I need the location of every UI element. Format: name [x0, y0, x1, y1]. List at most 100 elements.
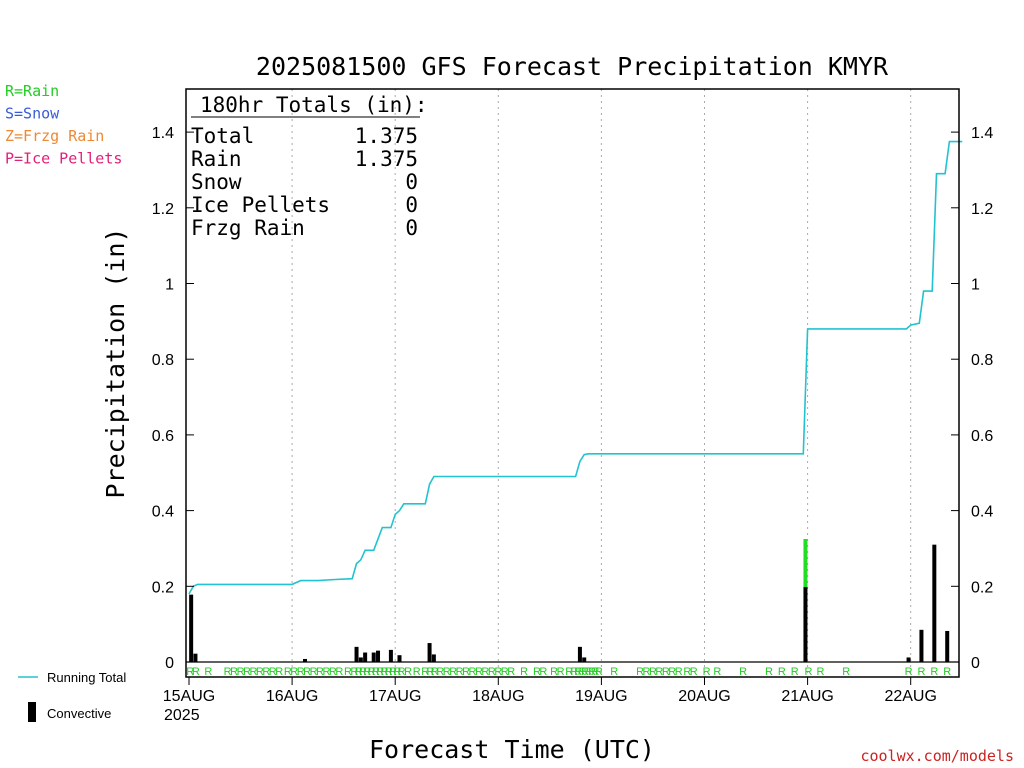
- rain-marker: R: [256, 666, 264, 678]
- rain-marker: R: [804, 666, 812, 678]
- rain-marker: R: [275, 666, 283, 678]
- rain-marker: R: [393, 666, 401, 678]
- rain-marker: R: [262, 666, 270, 678]
- convective-bar: [906, 657, 911, 662]
- rain-marker: R: [683, 666, 691, 678]
- rain-marker: R: [905, 666, 913, 678]
- convective-bar: [193, 653, 198, 662]
- convective-bar: [388, 649, 393, 662]
- rain-marker: R: [817, 666, 825, 678]
- rain-marker: R: [570, 666, 578, 678]
- totals-row-value: 1.375: [355, 147, 418, 171]
- x-axis-label: Forecast Time (UTC): [369, 735, 655, 764]
- rain-marker: R: [329, 666, 337, 678]
- totals-row-label: Snow: [191, 170, 242, 194]
- rain-marker: R: [610, 666, 618, 678]
- rain-marker: R: [355, 666, 363, 678]
- convective-legend-swatch: [28, 702, 36, 722]
- rain-marker: R: [204, 666, 212, 678]
- y-axis-label: Precipitation (in): [101, 228, 130, 499]
- y-tick-label-right: 1.2: [971, 201, 993, 218]
- rain-marker: R: [557, 666, 565, 678]
- rain-marker: R: [186, 666, 194, 678]
- rain-marker: R: [421, 666, 429, 678]
- precip-type-legend-item: R=Rain: [5, 82, 59, 100]
- rain-marker: R: [501, 666, 509, 678]
- convective-bar: [582, 657, 587, 662]
- convective-bar: [397, 655, 402, 662]
- rain-marker: R: [431, 666, 439, 678]
- rain-bar: [803, 538, 808, 588]
- rain-marker: R: [350, 666, 358, 678]
- grid-lines: [186, 89, 959, 677]
- rain-marker: R: [363, 666, 371, 678]
- credit-text: coolwx.com/models: [860, 747, 1014, 765]
- convective-bar: [363, 652, 368, 662]
- rain-marker: R: [488, 666, 496, 678]
- rain-marker: R: [643, 666, 651, 678]
- x-axis: 15AUG 16AUG 17AUG 18AUG 19AUG 20AUG 21AUG 22AUG: [163, 677, 937, 705]
- rain-marker: R: [475, 666, 483, 678]
- rain-marker: R: [591, 666, 599, 678]
- convective-bar: [189, 594, 194, 662]
- rain-marker: R: [303, 666, 311, 678]
- x-tick-label: 18AUG: [472, 688, 524, 705]
- rain-marker: R: [389, 666, 397, 678]
- rain-marker: R: [778, 666, 786, 678]
- convective-bar: [376, 650, 381, 662]
- rain-marker: R: [655, 666, 663, 678]
- rain-marker: R: [426, 666, 434, 678]
- y-tick-label-right: 0.2: [971, 579, 993, 596]
- rain-marker: R: [581, 666, 589, 678]
- totals-row-label: Ice Pellets: [191, 193, 330, 217]
- y-tick-label-right: 0.6: [971, 428, 993, 445]
- convective-bar: [919, 629, 924, 662]
- precip-type-legend-item: S=Snow: [5, 105, 60, 123]
- convective-bar: [577, 646, 582, 662]
- convective-bars: [189, 538, 950, 662]
- convective-bar: [302, 658, 307, 662]
- rain-marker: R: [192, 666, 200, 678]
- precip-type-legend-item: Z=Frzg Rain: [5, 127, 104, 145]
- rain-marker: R: [842, 666, 850, 678]
- totals-row-value: 0: [405, 193, 418, 217]
- rain-marker: R: [649, 666, 657, 678]
- rain-marker: R: [565, 666, 573, 678]
- rain-marker: R: [290, 666, 298, 678]
- rain-marker: R: [376, 666, 384, 678]
- convective-legend-label: Convective: [47, 706, 111, 721]
- totals-heading: 180hr Totals (in):: [200, 93, 428, 117]
- convective-bar: [431, 654, 436, 662]
- rain-marker: R: [297, 666, 305, 678]
- rain-marker: R: [533, 666, 541, 678]
- totals-row-value: 0: [405, 216, 418, 240]
- rain-marker: R: [739, 666, 747, 678]
- y-tick-label-left: 0.8: [152, 352, 174, 369]
- x-tick-label: 21AUG: [781, 688, 833, 705]
- totals-row-label: Frzg Rain: [191, 216, 305, 240]
- rain-marker: R: [310, 666, 318, 678]
- y-tick-label-right: 0.4: [971, 504, 993, 521]
- convective-bar: [427, 643, 432, 662]
- y-axis: 0 00.2 0.20.4 0.40.6 0.60.8 0.81 11.2 1.21.4 1.4: [152, 125, 994, 672]
- rain-marker: R: [359, 666, 367, 678]
- rain-marker: R: [675, 666, 683, 678]
- rain-marker: R: [520, 666, 528, 678]
- plot-frame: [185, 88, 960, 678]
- rain-marker: R: [481, 666, 489, 678]
- x-tick-label: 17AUG: [369, 688, 421, 705]
- y-tick-label-left: 0.2: [152, 579, 174, 596]
- x-tick-label: 20AUG: [678, 688, 730, 705]
- totals-row-value: 1.375: [355, 124, 418, 148]
- totals-box: 180hr Totals (in): Total 1.375 Rain 1.375 Sn…: [191, 93, 428, 240]
- rain-marker: R: [224, 666, 232, 678]
- y-tick-label-left: 0: [165, 655, 174, 672]
- chart-title: 2025081500 GFS Forecast Precipitation KM…: [256, 52, 889, 81]
- rain-marker: R: [436, 666, 444, 678]
- rain-marker: R: [703, 666, 711, 678]
- y-tick-label-left: 1: [165, 277, 174, 294]
- rain-marker: R: [574, 666, 582, 678]
- x-tick-label: 22AUG: [884, 688, 936, 705]
- rain-marker: R: [930, 666, 938, 678]
